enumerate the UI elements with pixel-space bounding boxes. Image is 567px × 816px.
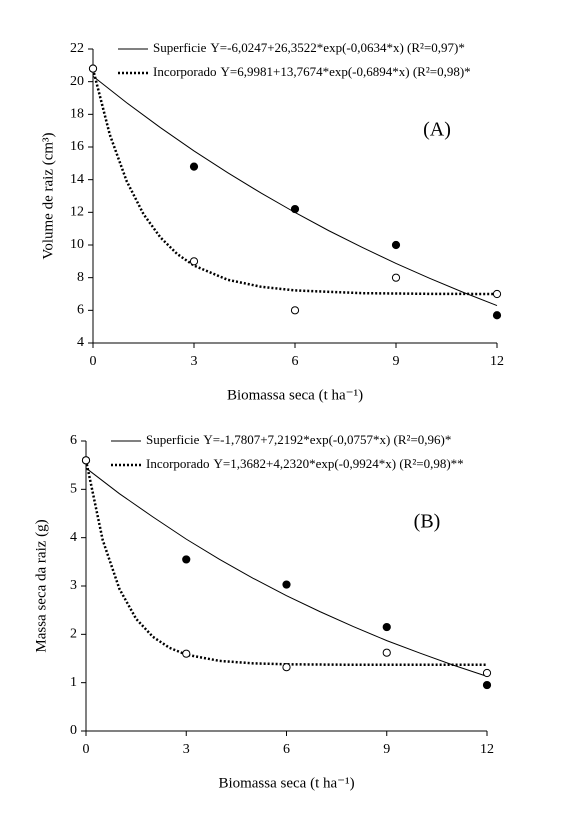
y-axis-label: Massa seca da raiz (g): [33, 519, 49, 652]
data-point: [290, 204, 300, 214]
legend-name: Superficie: [146, 432, 200, 447]
fit-curve: [85, 467, 488, 677]
data-point: [88, 64, 98, 73]
x-tick-label: 9: [393, 354, 400, 369]
y-tick-label: 18: [70, 107, 84, 122]
data-point: [382, 622, 391, 632]
x-axis-label: Biomassa seca (t ha⁻¹): [218, 775, 354, 791]
data-point: [282, 663, 291, 672]
x-tick-label: 9: [383, 742, 390, 757]
data-point: [492, 289, 502, 299]
data-point: [182, 555, 191, 564]
data-point: [482, 680, 492, 690]
y-tick-label: 8: [77, 270, 84, 285]
x-tick-label: 12: [480, 742, 494, 757]
data-point: [482, 668, 492, 678]
x-tick-label: 12: [490, 354, 504, 369]
x-tick-label: 3: [183, 742, 190, 757]
y-tick-label: 4: [70, 530, 77, 545]
y-tick-label: 20: [70, 74, 84, 89]
x-tick-label: 3: [191, 354, 198, 369]
y-axis-label: Volume de raiz (cm³): [40, 132, 56, 259]
x-tick-label: 0: [83, 742, 90, 757]
fit-curve: [91, 68, 498, 296]
legend-equation: Y=1,3682+4,2320*exp(-0,9924*x) (R²=0,98)…: [214, 456, 464, 471]
panel-label: (B): [414, 511, 441, 533]
x-tick-label: 6: [292, 354, 299, 369]
y-tick-label: 22: [70, 41, 84, 56]
legend-name: Incorporado: [153, 64, 217, 79]
legend-equation: Y=-1,7807+7,2192*exp(-0,0757*x) (R²=0,96…: [203, 432, 451, 447]
y-tick-label: 1: [70, 675, 77, 690]
x-axis-label: Biomassa seca (t ha⁻¹): [227, 387, 363, 403]
legend-equation: Y=-6,0247+26,3522*exp(-0,0634*x) (R²=0,9…: [210, 40, 464, 55]
data-point: [382, 648, 391, 657]
y-tick-label: 14: [70, 172, 84, 187]
legend-name: Superficie: [153, 40, 207, 55]
y-tick-label: 3: [70, 578, 77, 593]
y-tick-label: 4: [77, 335, 84, 350]
y-tick-label: 6: [77, 303, 84, 318]
legend-equation: Y=6,9981+13,7674*exp(-0,6894*x) (R²=0,98…: [221, 64, 471, 79]
y-tick-label: 12: [70, 205, 84, 220]
data-point: [282, 580, 291, 589]
fit-curve: [84, 460, 487, 667]
y-tick-label: 5: [70, 482, 77, 497]
y-tick-label: 2: [70, 627, 77, 642]
data-point: [189, 162, 199, 171]
data-point: [182, 649, 191, 658]
legend-name: Incorporado: [146, 456, 210, 471]
x-tick-label: 0: [90, 354, 97, 369]
data-point: [290, 306, 300, 315]
x-tick-label: 6: [283, 742, 290, 757]
y-tick-label: 6: [70, 433, 77, 448]
panel-label: (A): [423, 119, 451, 141]
data-point: [189, 257, 199, 266]
data-point: [391, 240, 401, 250]
y-tick-label: 16: [70, 139, 84, 154]
data-point: [81, 456, 91, 465]
data-point: [492, 311, 502, 320]
data-point: [391, 273, 401, 282]
y-tick-label: 10: [70, 237, 84, 252]
fit-curve: [92, 75, 498, 307]
y-tick-label: 0: [70, 723, 77, 738]
